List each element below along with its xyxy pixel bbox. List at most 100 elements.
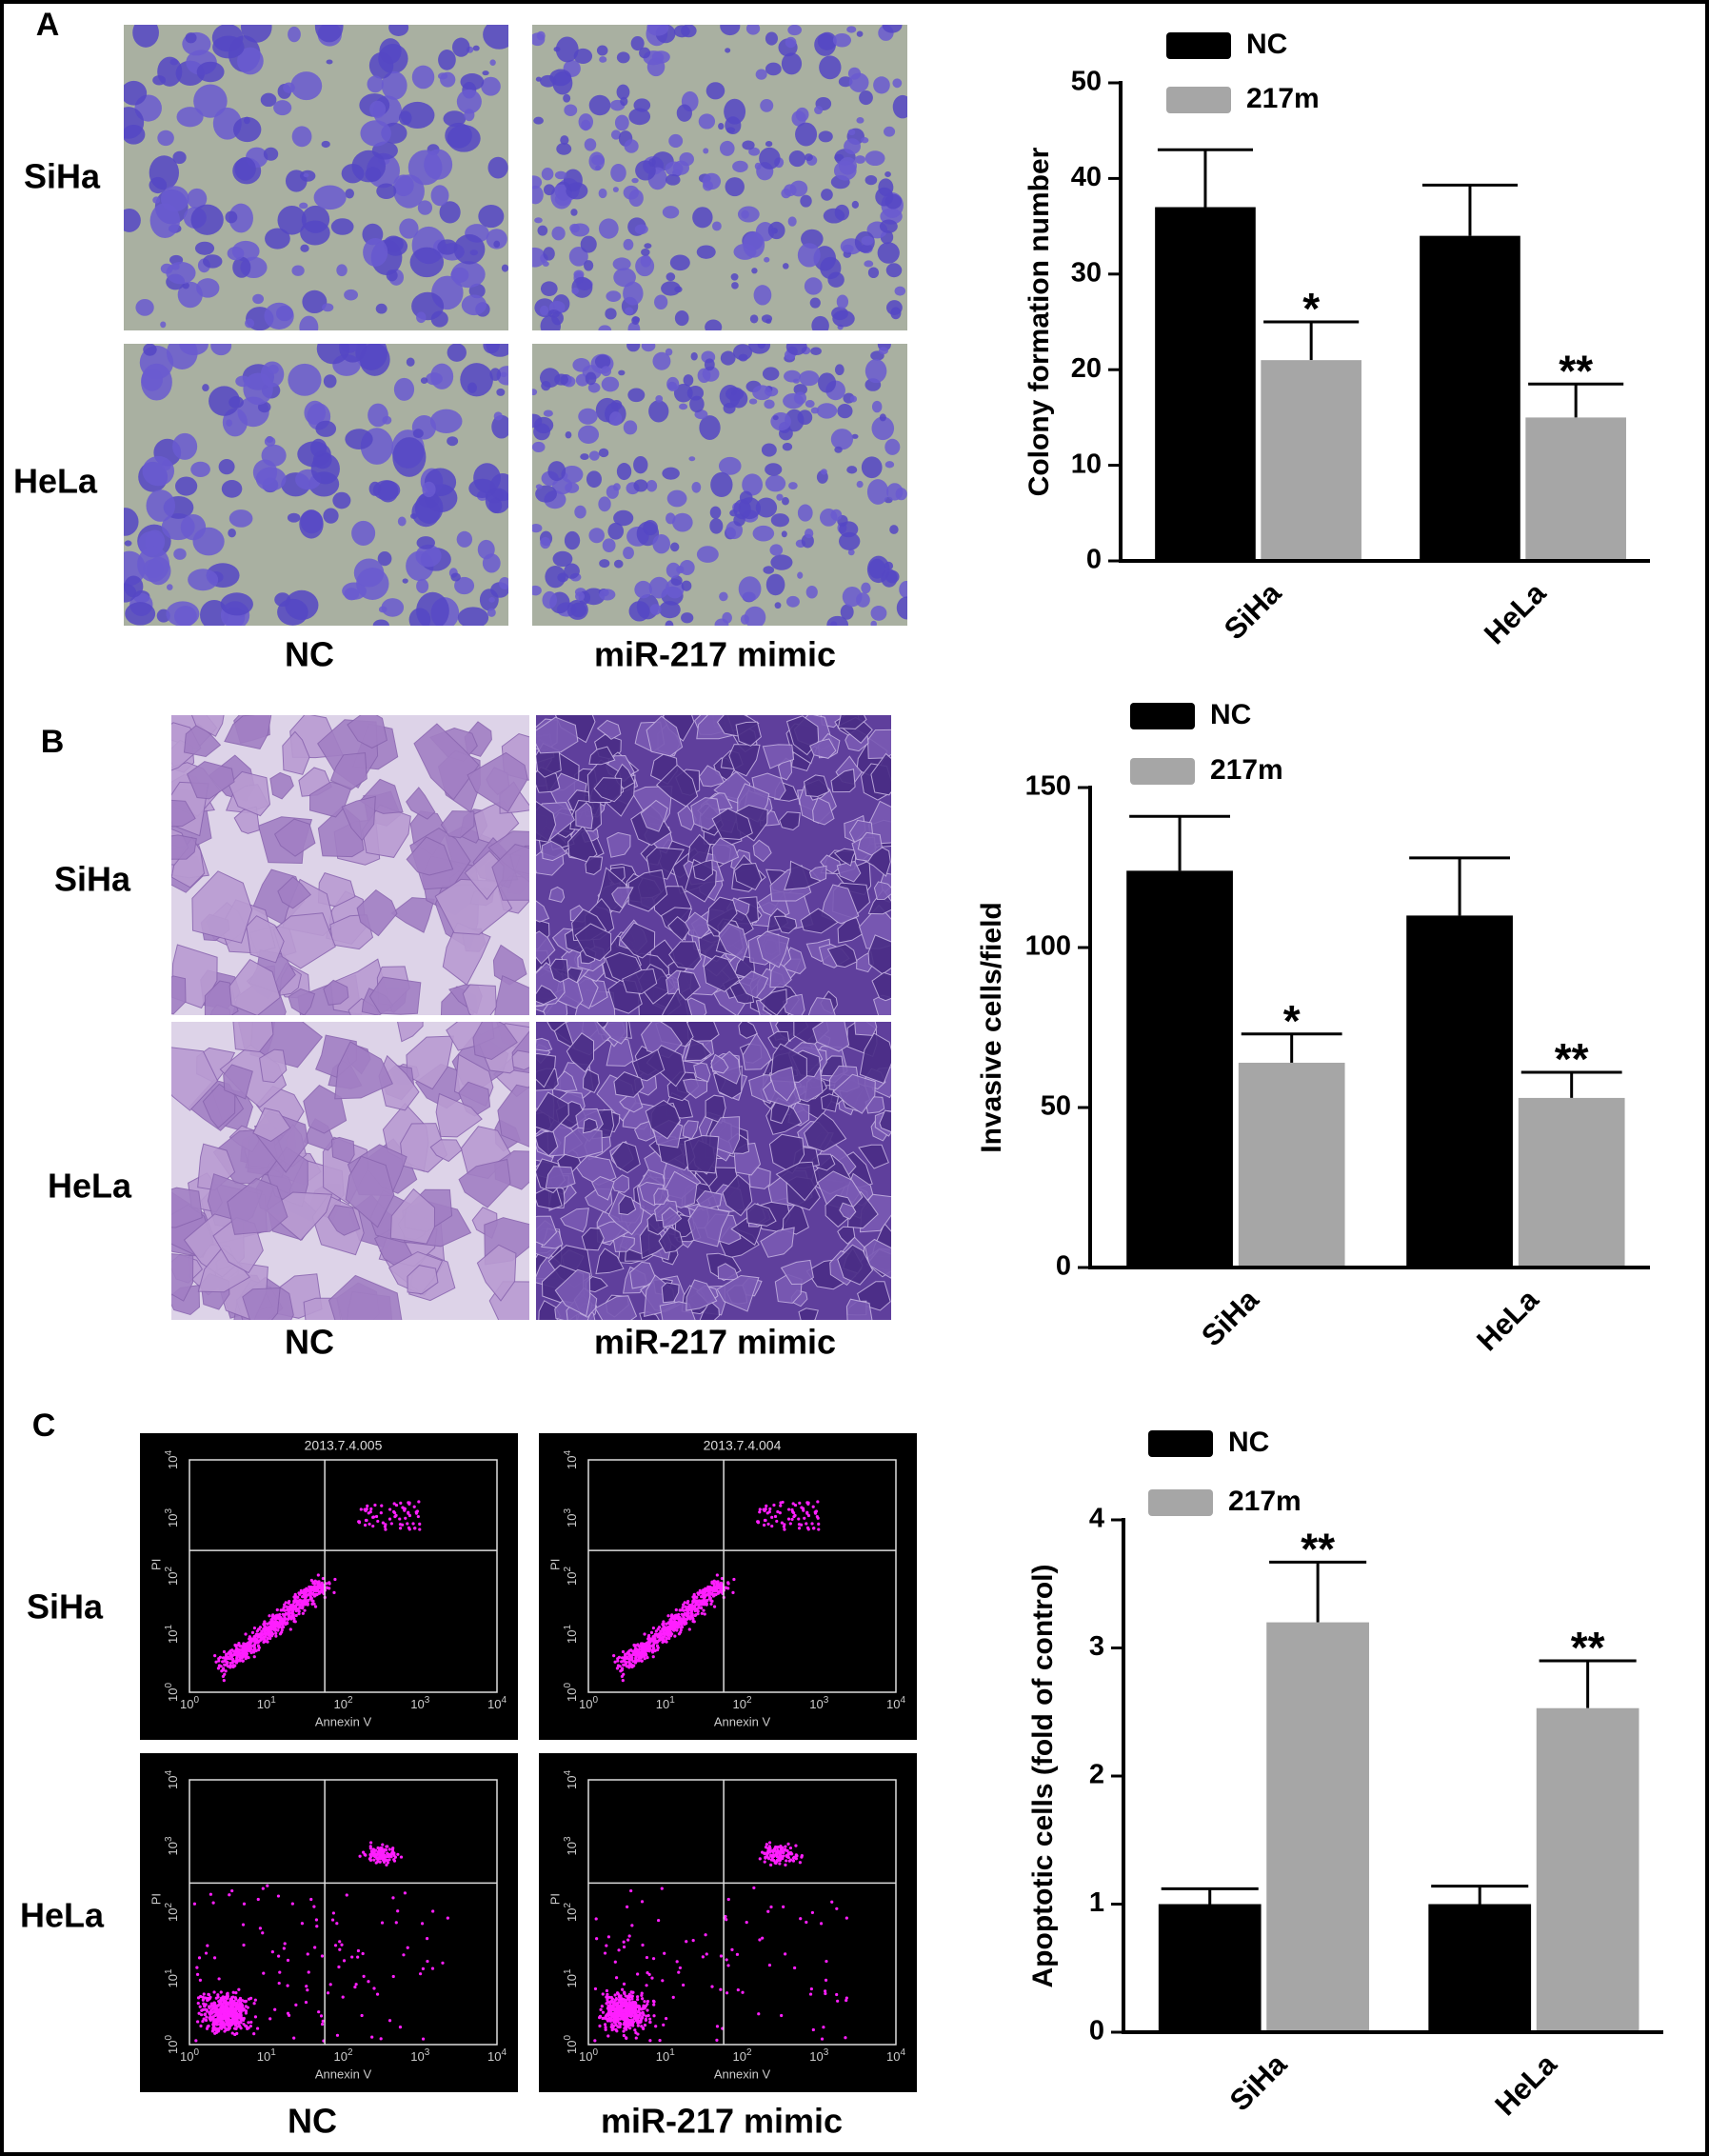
colony [654,294,668,310]
colony [152,75,167,86]
flow-event [281,1626,286,1629]
flow-tick-label: 103 [563,1508,580,1527]
cell [593,777,623,803]
flow-event [691,1939,695,1943]
colony [698,113,716,130]
flow-event [795,1854,799,1858]
flow-event [394,1921,398,1925]
flow-event [622,2029,626,2033]
y-tick-label: 1 [1089,1887,1104,1918]
y-tick-label: 0 [1089,2016,1104,2046]
panel-text: C [32,1407,56,1444]
colony [702,172,722,190]
flow-event [244,1648,248,1652]
flow-event [368,1847,372,1850]
cell [406,787,436,820]
colony [554,170,567,180]
flow-tick-label: 100 [579,1695,598,1712]
flow-event [608,2019,613,2023]
flow-event [598,2024,602,2028]
cell [686,1279,718,1311]
colony [899,580,907,599]
flow-event [617,1948,621,1952]
colony [124,508,139,536]
y-tick-label: 0 [1086,545,1102,575]
colony [720,350,736,366]
flow-event [616,1992,620,1996]
flow-event [372,1986,376,1990]
colony [142,455,175,487]
colony [221,480,243,498]
colony [879,413,886,422]
colony [160,263,173,274]
flow-plot-bg [140,1753,518,2092]
flow-event [338,1947,342,1951]
colony [765,463,783,476]
cell [870,752,891,796]
photo [124,25,508,330]
flow-event [662,1638,666,1642]
flow-event [653,1648,657,1653]
cell [191,870,253,944]
flow-event [209,2002,213,2006]
colony [742,473,764,496]
bar [1158,1904,1262,2032]
flow-tick-exp: 3 [425,1695,430,1706]
colony [220,592,253,616]
flow-event [631,1652,635,1656]
colony [655,395,664,403]
flow-event [224,1669,228,1673]
flow-event [681,1618,685,1622]
flow-event [226,2006,229,2010]
flow-event [824,1978,828,1982]
flow-event [203,2004,207,2008]
flow-event [375,1857,379,1861]
flow-event [698,1591,702,1595]
flow-event [235,1656,239,1660]
bar [1126,870,1233,1268]
colony [322,303,334,312]
flow-event [679,1628,683,1632]
colony [681,580,692,591]
colony [382,415,392,425]
flow-event [282,1606,286,1609]
flow-event [709,1602,713,1606]
flow-event [692,1600,696,1604]
colony [666,272,676,282]
flow-event [222,1679,226,1683]
colony [818,130,833,143]
flow-event [805,1522,808,1526]
flow-event [268,1625,272,1628]
flow-event [285,1605,288,1608]
flow-event [622,2023,626,2026]
colony [666,173,681,186]
cell [627,869,668,912]
flow-event [246,2026,249,2030]
flow-event [613,1660,617,1664]
colony [565,482,580,493]
flow-event [314,1918,319,1922]
colony [252,293,265,305]
colony [623,546,634,560]
flow-event [226,1993,229,1997]
flow-event [223,2015,227,2020]
flow-event [248,1996,253,2000]
flow-event [770,1524,774,1528]
colony [846,466,858,474]
cell [706,896,738,934]
bar [1518,1097,1625,1268]
flow-event [274,1631,278,1635]
flow-y-label: PI [547,1559,562,1570]
colony [861,456,883,479]
cell [821,884,860,925]
colony [316,344,350,365]
flow-event [374,1514,379,1519]
colony [710,471,733,498]
bar [1266,1622,1369,2032]
colony [172,150,187,165]
flow-event [292,1619,296,1624]
flow-event [301,1611,305,1615]
flow-event [404,1516,407,1520]
flow-event [218,1999,222,2003]
flow-event [289,1604,293,1607]
